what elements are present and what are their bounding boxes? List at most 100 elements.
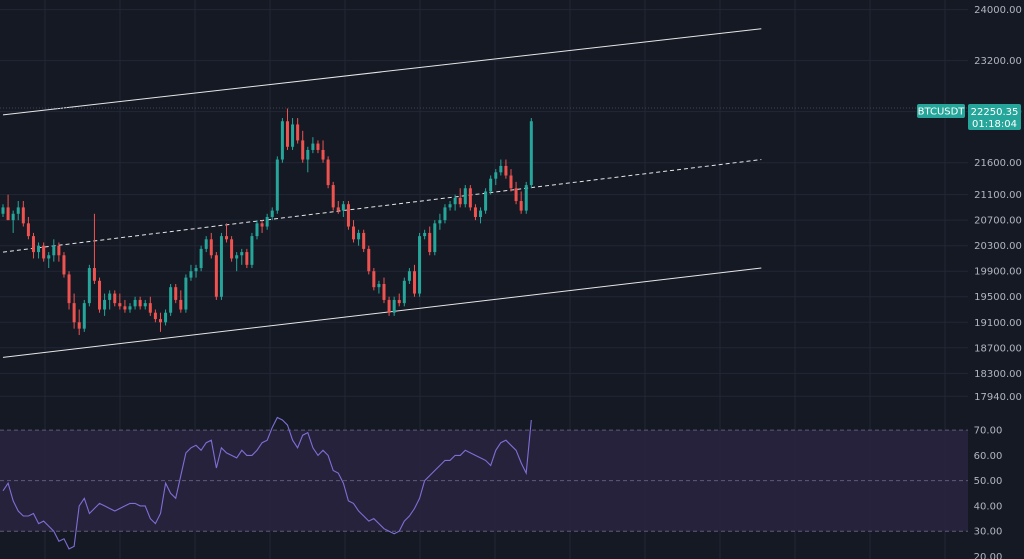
- candle-body[interactable]: [129, 306, 132, 309]
- candle-body[interactable]: [245, 252, 248, 265]
- candle-body[interactable]: [428, 233, 431, 252]
- candle-body[interactable]: [311, 144, 314, 150]
- candle-body[interactable]: [78, 322, 81, 328]
- candle-body[interactable]: [149, 303, 152, 313]
- candle-body[interactable]: [200, 249, 203, 268]
- candle-body[interactable]: [205, 239, 208, 249]
- candle-body[interactable]: [134, 300, 137, 306]
- candle-body[interactable]: [22, 207, 25, 223]
- symbol-badge[interactable]: BTCUSDT: [917, 104, 965, 118]
- candle-body[interactable]: [413, 271, 416, 293]
- candle-body[interactable]: [215, 255, 218, 296]
- candle-body[interactable]: [7, 207, 10, 220]
- candle-body[interactable]: [398, 300, 401, 303]
- candle-body[interactable]: [530, 121, 533, 185]
- candle-body[interactable]: [525, 185, 528, 211]
- candle-body[interactable]: [362, 233, 365, 249]
- candle-body[interactable]: [515, 188, 518, 201]
- candle-body[interactable]: [423, 233, 426, 236]
- candle-body[interactable]: [52, 246, 55, 256]
- candle-body[interactable]: [57, 246, 60, 256]
- candle-body[interactable]: [484, 191, 487, 210]
- candle-body[interactable]: [42, 246, 45, 259]
- candle-body[interactable]: [291, 124, 294, 146]
- candle-body[interactable]: [139, 300, 142, 306]
- candle-body[interactable]: [261, 223, 264, 226]
- candle-body[interactable]: [154, 313, 157, 319]
- candle-body[interactable]: [108, 294, 111, 300]
- candle-body[interactable]: [306, 150, 309, 160]
- candle-body[interactable]: [454, 198, 457, 204]
- price-badge[interactable]: 22250.35 01:18:04: [968, 104, 1021, 130]
- candle-body[interactable]: [504, 166, 507, 176]
- candle-body[interactable]: [327, 160, 330, 186]
- candle-body[interactable]: [372, 271, 375, 287]
- candle-body[interactable]: [332, 185, 335, 207]
- candle-body[interactable]: [250, 236, 253, 265]
- candle-body[interactable]: [235, 255, 238, 258]
- candle-body[interactable]: [68, 274, 71, 303]
- candle-body[interactable]: [144, 303, 147, 306]
- candle-body[interactable]: [266, 217, 269, 227]
- candle-body[interactable]: [88, 268, 91, 303]
- candle-body[interactable]: [240, 252, 243, 255]
- candle-body[interactable]: [393, 300, 396, 313]
- candle-body[interactable]: [12, 214, 15, 220]
- candle-body[interactable]: [169, 287, 172, 313]
- rsi-pane[interactable]: [0, 418, 968, 549]
- candle-body[interactable]: [195, 268, 198, 271]
- candle-body[interactable]: [474, 207, 477, 217]
- candle-body[interactable]: [347, 204, 350, 226]
- candle-body[interactable]: [164, 313, 167, 323]
- candle-body[interactable]: [438, 220, 441, 223]
- candle-body[interactable]: [113, 294, 116, 304]
- candle-body[interactable]: [179, 300, 182, 310]
- candle-body[interactable]: [281, 121, 284, 159]
- candle-body[interactable]: [230, 239, 233, 258]
- candle-body[interactable]: [377, 284, 380, 287]
- candle-body[interactable]: [408, 271, 411, 281]
- candle-body[interactable]: [489, 179, 492, 192]
- candle-body[interactable]: [73, 303, 76, 322]
- candle-body[interactable]: [27, 223, 30, 236]
- candle-body[interactable]: [418, 236, 421, 293]
- candle-body[interactable]: [220, 236, 223, 297]
- candle-body[interactable]: [301, 140, 304, 159]
- candle-body[interactable]: [256, 223, 259, 236]
- candle-body[interactable]: [118, 303, 121, 306]
- candle-body[interactable]: [159, 319, 162, 322]
- candle-body[interactable]: [184, 278, 187, 310]
- candle-body[interactable]: [499, 166, 502, 172]
- candle-body[interactable]: [83, 303, 86, 329]
- candle-body[interactable]: [210, 239, 213, 255]
- candle-body[interactable]: [388, 300, 391, 313]
- candle-body[interactable]: [494, 172, 497, 178]
- candle-body[interactable]: [174, 287, 177, 300]
- candle-body[interactable]: [443, 207, 446, 220]
- candle-body[interactable]: [103, 300, 106, 310]
- candle-body[interactable]: [383, 284, 386, 300]
- candle-body[interactable]: [62, 255, 65, 274]
- candle-body[interactable]: [367, 249, 370, 271]
- candle-body[interactable]: [520, 201, 523, 211]
- candle-body[interactable]: [433, 223, 436, 252]
- candle-body[interactable]: [123, 306, 126, 309]
- candle-body[interactable]: [479, 211, 482, 217]
- candle-body[interactable]: [286, 121, 289, 147]
- candle-body[interactable]: [469, 188, 472, 207]
- candle-body[interactable]: [276, 160, 279, 211]
- candle-body[interactable]: [189, 271, 192, 277]
- candle-body[interactable]: [322, 150, 325, 160]
- candle-body[interactable]: [296, 124, 299, 140]
- candle-body[interactable]: [357, 233, 360, 239]
- candle-body[interactable]: [464, 188, 467, 204]
- candle-body[interactable]: [342, 204, 345, 210]
- candle-body[interactable]: [93, 268, 96, 281]
- candle-body[interactable]: [225, 236, 228, 239]
- candle-body[interactable]: [32, 236, 35, 252]
- candle-body[interactable]: [403, 281, 406, 303]
- candle-body[interactable]: [17, 207, 20, 213]
- candle-body[interactable]: [37, 246, 40, 252]
- candle-body[interactable]: [459, 198, 462, 204]
